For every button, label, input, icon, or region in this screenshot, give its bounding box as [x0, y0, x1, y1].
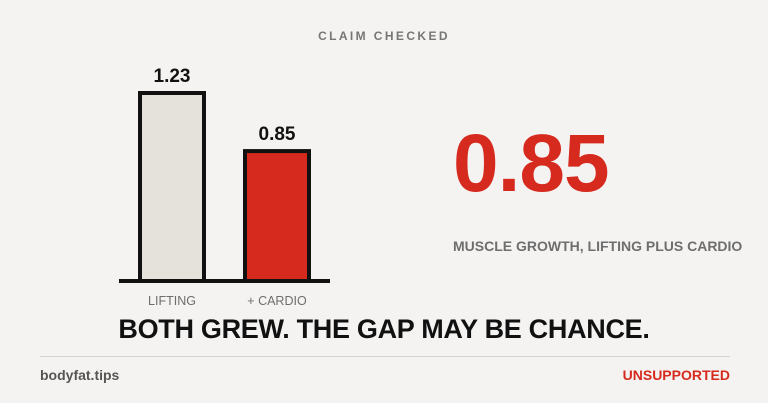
site-name: bodyfat.tips	[40, 367, 120, 383]
bar-value-label: 1.23	[154, 66, 191, 87]
bar-2	[243, 149, 311, 283]
footer-divider	[40, 356, 730, 357]
category-label: + CARDIO	[247, 294, 307, 308]
verdict-badge: UNSUPPORTED	[622, 367, 730, 383]
bar-value-label: 0.85	[259, 124, 296, 145]
eyebrow-label: CLAIM CHECKED	[318, 29, 450, 43]
highlight-value: 0.85	[453, 118, 610, 209]
headline: BOTH GREW. THE GAP MAY BE CHANCE.	[118, 314, 650, 344]
bar-1	[138, 91, 206, 283]
highlight-caption: MUSCLE GROWTH, LIFTING PLUS CARDIO	[453, 238, 743, 254]
category-label: LIFTING	[148, 294, 196, 308]
